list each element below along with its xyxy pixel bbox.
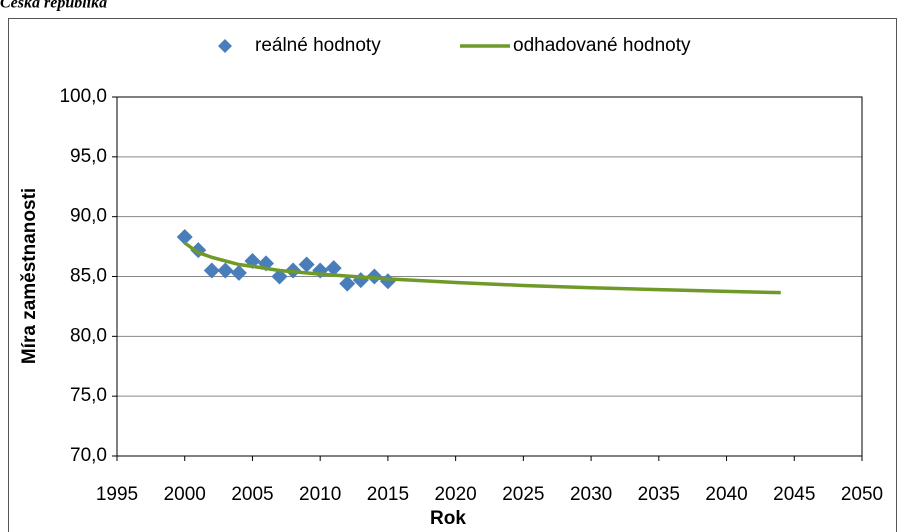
- y-axis-label: Míra zaměstnanosti: [19, 188, 40, 364]
- x-tick-label: 2045: [773, 484, 815, 505]
- y-tick-label: 90,0: [70, 206, 107, 227]
- x-tick-label: 2000: [164, 484, 206, 505]
- x-tick-label: 2005: [231, 484, 273, 505]
- trend-line: [183, 241, 781, 295]
- data-point: [203, 262, 220, 279]
- y-tick-label: 75,0: [70, 385, 107, 406]
- y-tick-label: 100,0: [59, 86, 107, 107]
- data-point: [176, 229, 193, 246]
- data-point: [298, 256, 315, 273]
- data-point: [217, 262, 234, 279]
- x-tick-label: 2050: [841, 484, 883, 505]
- x-tick-label: 2025: [502, 484, 544, 505]
- y-tick-label: 80,0: [70, 325, 107, 346]
- data-point: [379, 273, 396, 290]
- x-axis-label: Rok: [430, 508, 466, 529]
- x-tick-label: 2030: [570, 484, 612, 505]
- x-tick-label: 2010: [299, 484, 341, 505]
- data-point: [352, 272, 369, 289]
- data-point: [325, 260, 342, 277]
- legend-label: odhadované hodnoty: [513, 35, 691, 56]
- data-point: [339, 275, 356, 292]
- x-tick-label: 1995: [96, 484, 138, 505]
- y-tick-label: 95,0: [70, 146, 107, 167]
- legend-label: reálné hodnoty: [255, 35, 381, 56]
- x-tick-label: 2015: [367, 484, 409, 505]
- plot-border: [116, 96, 863, 457]
- page-title: Česká republika: [0, 0, 107, 12]
- data-point: [230, 264, 247, 281]
- x-tick-label: 2020: [434, 484, 476, 505]
- y-tick-label: 70,0: [70, 445, 107, 466]
- x-tick-label: 2035: [638, 484, 680, 505]
- chart-border: [8, 18, 897, 532]
- x-tick-label: 2040: [705, 484, 747, 505]
- y-tick-label: 85,0: [70, 266, 107, 287]
- legend-swatch: [218, 39, 232, 53]
